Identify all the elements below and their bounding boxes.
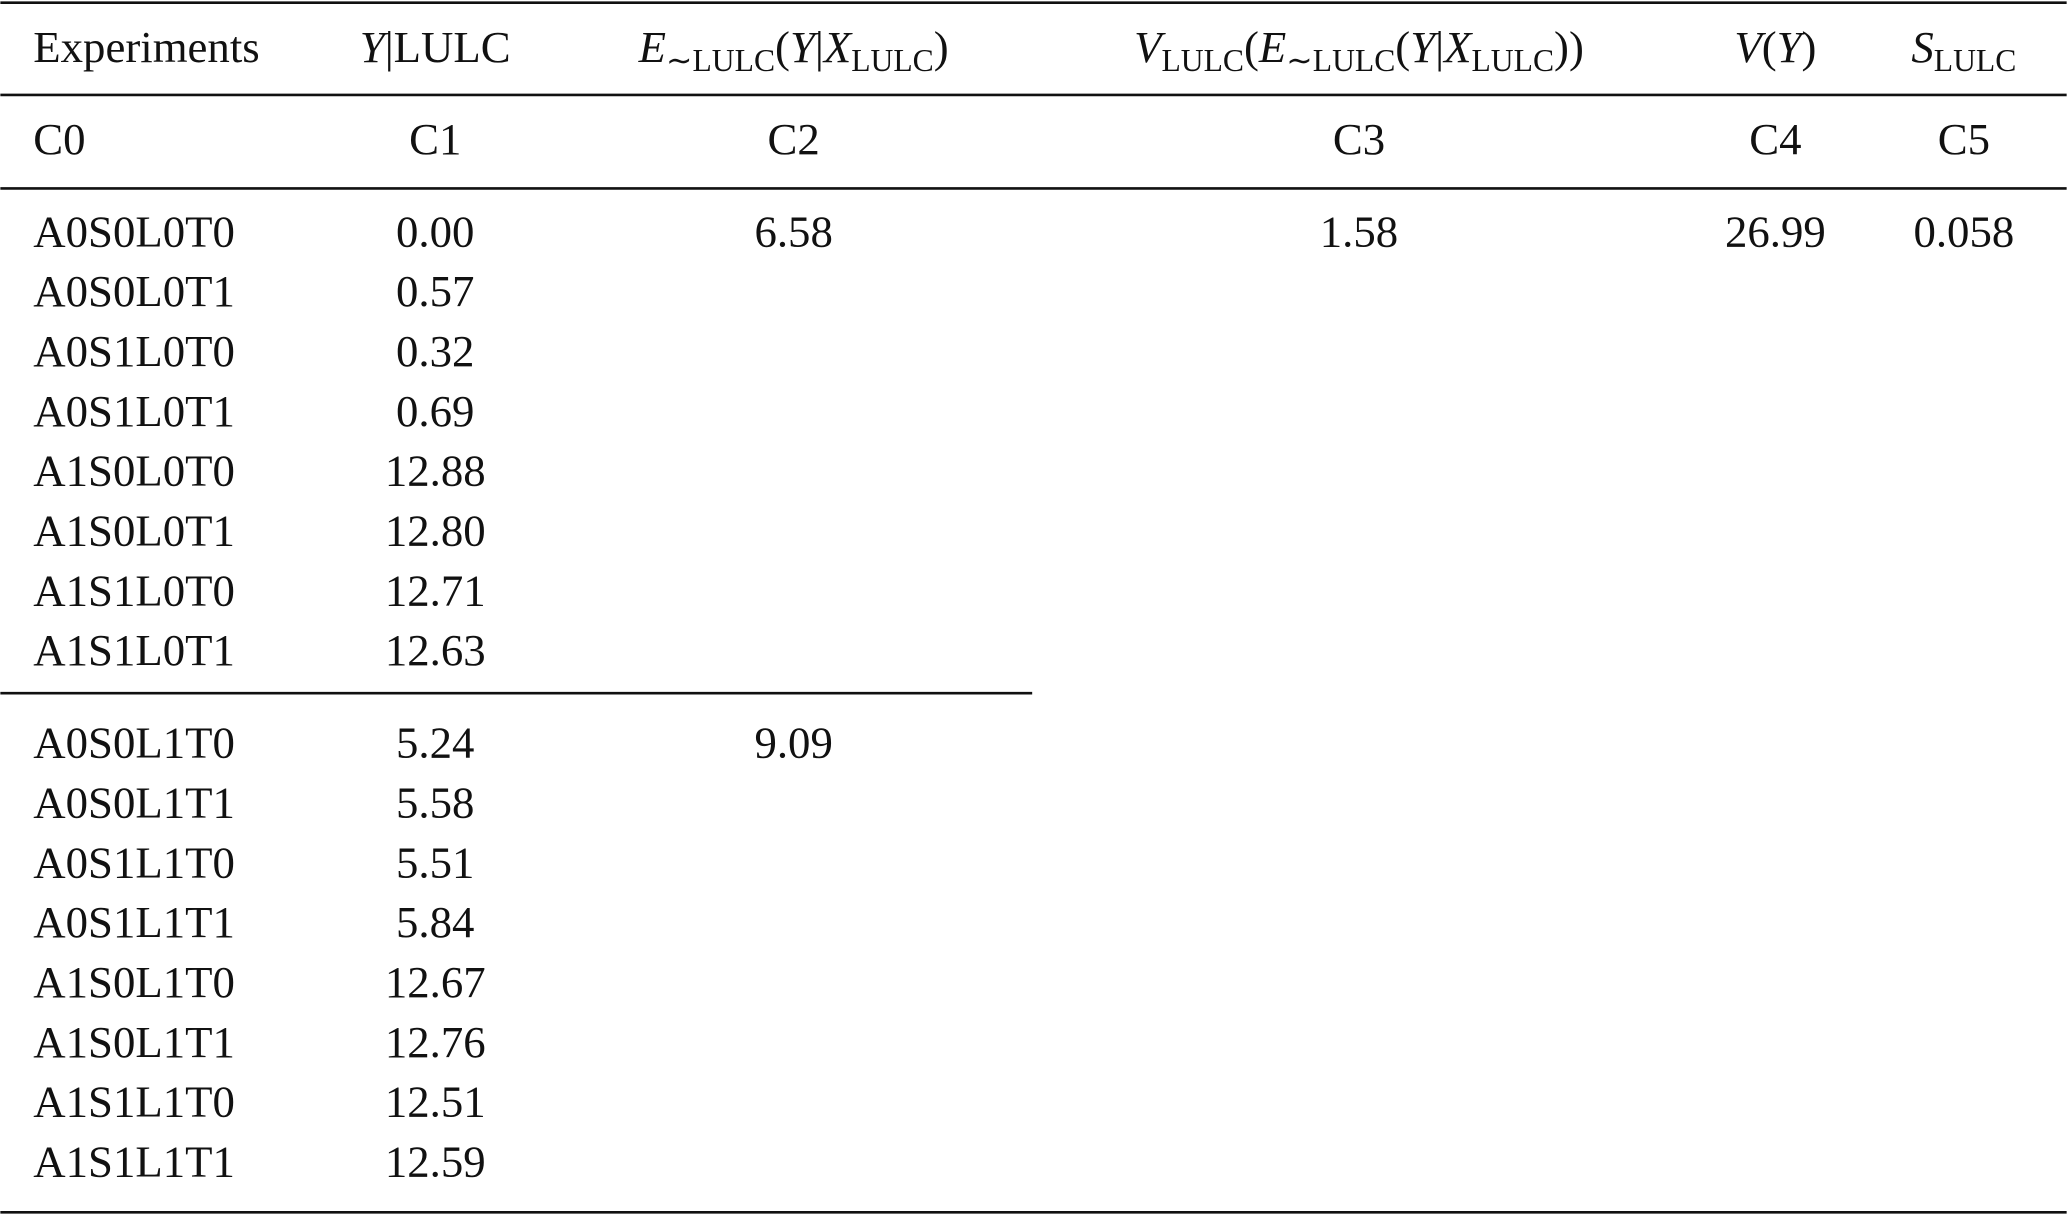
experiment-name: A1S1L1T0 xyxy=(33,1077,235,1127)
header-part: ( xyxy=(775,22,790,72)
header-part: Experiments xyxy=(33,22,259,72)
header-part: ( xyxy=(1762,22,1777,72)
cell-value: 12.51 xyxy=(385,1077,486,1127)
header-subscript: LULC xyxy=(1934,43,2017,78)
cell-value: 26.99 xyxy=(1725,206,1826,256)
experiment-name: A1S1L0T1 xyxy=(33,625,235,675)
experiment-name: A1S1L0T0 xyxy=(33,565,235,615)
cell-value: 5.58 xyxy=(396,778,474,828)
column-header: Y|LULC xyxy=(360,22,511,72)
cell-value: 0.32 xyxy=(396,326,474,376)
header-subscript: LULC xyxy=(1472,43,1555,78)
column-header: VLULC(E∼LULC(Y|XLULC)) xyxy=(1134,22,1584,78)
header-part: ) xyxy=(1802,22,1817,72)
experiment-name: A0S1L1T0 xyxy=(33,837,235,887)
header-part: )) xyxy=(1554,22,1584,72)
header-part: |LULC xyxy=(385,22,511,72)
header-part: ( xyxy=(1244,22,1259,72)
column-code: C4 xyxy=(1749,114,1801,164)
cell-value: 12.67 xyxy=(385,957,486,1007)
header-subscript: ∼LULC xyxy=(666,43,775,78)
experiment-name: A1S0L1T1 xyxy=(33,1017,235,1067)
cell-value: 0.00 xyxy=(396,206,474,256)
cell-value: 5.84 xyxy=(396,897,474,947)
experiment-name: A1S0L0T0 xyxy=(33,446,235,496)
header-part: E xyxy=(638,22,666,72)
experiment-name: A0S1L0T0 xyxy=(33,326,235,376)
column-header: SLULC xyxy=(1911,22,2016,78)
header-subscript: LULC xyxy=(1161,43,1244,78)
cell-value: 0.058 xyxy=(1913,206,2014,256)
column-code: C3 xyxy=(1333,114,1385,164)
header-part: X xyxy=(1442,22,1473,72)
experiment-name: A0S0L1T0 xyxy=(33,718,235,768)
header-part: | xyxy=(1435,22,1444,72)
header-part: V xyxy=(1134,22,1166,72)
header-part: E xyxy=(1258,22,1286,72)
header-part: V xyxy=(1734,22,1766,72)
cell-value: 6.58 xyxy=(754,206,832,256)
header-part: X xyxy=(822,22,853,72)
experiment-name: A0S0L0T0 xyxy=(33,206,235,256)
header-subscript: ∼LULC xyxy=(1286,43,1395,78)
column-header: V(Y) xyxy=(1734,22,1816,72)
experiment-name: A0S1L1T1 xyxy=(33,897,235,947)
experiment-name: A1S0L0T1 xyxy=(33,506,235,556)
column-header: Experiments xyxy=(33,22,259,72)
cell-value: 0.69 xyxy=(396,386,474,436)
experiment-name: A1S0L1T0 xyxy=(33,957,235,1007)
column-code: C5 xyxy=(1938,114,1990,164)
header-part: ( xyxy=(1395,22,1410,72)
header-subscript: LULC xyxy=(851,43,934,78)
header-part: | xyxy=(815,22,824,72)
header-part: Y xyxy=(360,22,389,72)
column-header: E∼LULC(Y|XLULC) xyxy=(638,22,949,78)
cell-value: 1.58 xyxy=(1320,206,1398,256)
cell-value: 12.76 xyxy=(385,1017,486,1067)
cell-value: 0.57 xyxy=(396,266,474,316)
header-part: Y xyxy=(1410,22,1439,72)
header-part: S xyxy=(1911,22,1933,72)
header-part: Y xyxy=(790,22,819,72)
cell-value: 12.71 xyxy=(385,565,486,615)
cell-value: 5.51 xyxy=(396,837,474,887)
experiment-name: A0S0L0T1 xyxy=(33,266,235,316)
cell-value: 12.88 xyxy=(385,446,486,496)
column-code: C0 xyxy=(33,114,85,164)
experiment-name: A1S1L1T1 xyxy=(33,1137,235,1187)
header-part: Y xyxy=(1777,22,1806,72)
experiment-name: A0S1L0T1 xyxy=(33,386,235,436)
cell-value: 12.63 xyxy=(385,625,486,675)
column-code: C2 xyxy=(768,114,820,164)
cell-value: 12.80 xyxy=(385,506,486,556)
cell-value: 12.59 xyxy=(385,1137,486,1187)
cell-value: 5.24 xyxy=(396,718,474,768)
header-part: ) xyxy=(934,22,949,72)
column-code: C1 xyxy=(409,114,461,164)
experiment-name: A0S0L1T1 xyxy=(33,778,235,828)
cell-value: 9.09 xyxy=(754,718,832,768)
